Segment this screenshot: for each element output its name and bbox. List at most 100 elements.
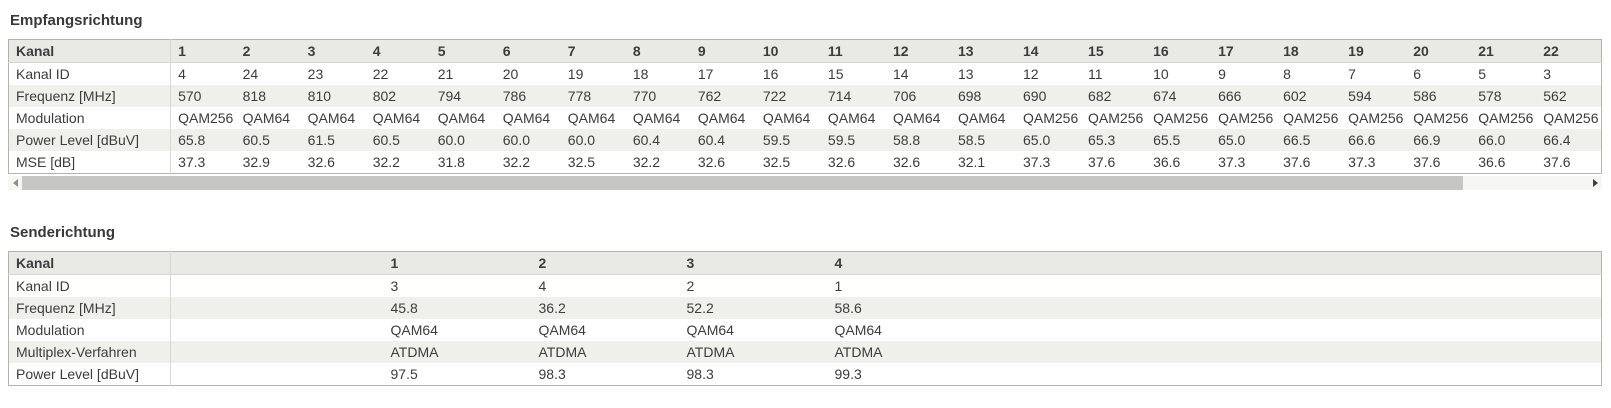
column-header: 22: [1536, 39, 1602, 63]
table-row: Power Level [dBuV] 97.5 98.3 98.3 99.3: [8, 363, 1602, 386]
scroll-track[interactable]: [22, 176, 1588, 190]
cell: QAM64: [300, 107, 366, 129]
cell: 66.9: [1406, 129, 1472, 151]
cell: 562: [1536, 85, 1602, 107]
cell: QAM64: [531, 319, 680, 341]
cell: 36.2: [531, 297, 680, 319]
cell: QAM64: [690, 107, 756, 129]
cell: QAM64: [755, 107, 821, 129]
column-header: 14: [1016, 39, 1082, 63]
cell: 97.5: [383, 363, 532, 386]
row-label: Modulation: [8, 319, 171, 341]
empfangsrichtung-table: Kanal 1 2 3 4 5 6 7 8 9 10 11 12 13 14 15 16 17 18 19 20 21 22…: [8, 39, 1602, 174]
row-label: MSE [dB]: [8, 151, 172, 174]
cell: QAM256: [1471, 107, 1537, 129]
filler-cell: [975, 319, 1602, 341]
row-label: Power Level [dBuV]: [8, 363, 171, 386]
empfangsrichtung-section: Empfangsrichtung Kanal 1 2 3 4 5 6 7 8 9 10 11 12 13 1…: [8, 12, 1602, 190]
cell: 8: [1276, 62, 1342, 85]
cell: 98.3: [531, 363, 680, 386]
filler-cell: [975, 363, 1602, 386]
cell: 60.5: [365, 129, 431, 151]
cell: 794: [430, 85, 496, 107]
cell: 37.6: [1406, 151, 1472, 174]
section-title: Senderichtung: [10, 224, 116, 241]
cell: QAM64: [430, 107, 496, 129]
table-row: Multiplex-Verfahren ATDMA ATDMA ATDMA ATDMA: [8, 341, 1602, 363]
cell: 24: [235, 62, 301, 85]
cell: 722: [755, 85, 821, 107]
table-row: Kanal 1 2 3 4 5 6 7 8 9 10 11 12 13 14 15 16 17 18 19 20 21 22: [8, 39, 1602, 63]
cell: 690: [1016, 85, 1082, 107]
cell: 65.0: [1016, 129, 1082, 151]
column-header: 7: [560, 39, 626, 63]
cell: 31.8: [430, 151, 496, 174]
cell: 60.0: [495, 129, 561, 151]
cell: 32.2: [495, 151, 561, 174]
cell: QAM64: [560, 107, 626, 129]
cell: 12: [1016, 62, 1082, 85]
column-header: 15: [1081, 39, 1147, 63]
column-header: 2: [531, 251, 680, 275]
cell: 698: [950, 85, 1016, 107]
table-row: Kanal ID 4 24 23 22 21 20 19 18 17 16 15 14 13 12 11 10 9…: [8, 62, 1602, 85]
h-scrollbar[interactable]: [8, 176, 1602, 190]
column-header: 16: [1146, 39, 1212, 63]
cell: QAM64: [679, 319, 828, 341]
row-label: Kanal ID: [8, 274, 171, 297]
cell: 578: [1471, 85, 1537, 107]
cell: 14: [885, 62, 951, 85]
scroll-right-arrow-icon[interactable]: [1588, 176, 1602, 190]
cell: QAM256: [1146, 107, 1212, 129]
cell: 2: [679, 274, 828, 297]
cell: 4: [531, 274, 680, 297]
cell: 32.6: [690, 151, 756, 174]
cell: 786: [495, 85, 561, 107]
cell: 32.9: [235, 151, 301, 174]
cell: 32.2: [625, 151, 691, 174]
filler-cell: [975, 251, 1602, 275]
cell: QAM256: [1211, 107, 1277, 129]
cell: 65.3: [1081, 129, 1147, 151]
cell: 762: [690, 85, 756, 107]
cell: 59.5: [820, 129, 886, 151]
cell: 9: [1211, 62, 1277, 85]
column-header: 11: [820, 39, 886, 63]
cell: 65.8: [170, 129, 236, 151]
filler-cell: [975, 274, 1602, 297]
cell: 60.0: [430, 129, 496, 151]
cell: 570: [170, 85, 236, 107]
column-header: 20: [1406, 39, 1472, 63]
cell: ATDMA: [531, 341, 680, 363]
cell: QAM64: [625, 107, 691, 129]
cell: 58.6: [827, 297, 976, 319]
cell: QAM256: [1276, 107, 1342, 129]
cell: QAM64: [885, 107, 951, 129]
cell: 594: [1341, 85, 1407, 107]
cell: QAM64: [365, 107, 431, 129]
cell: 66.0: [1471, 129, 1537, 151]
column-header: 17: [1211, 39, 1277, 63]
cell: 66.4: [1536, 129, 1602, 151]
cell: 3: [383, 274, 532, 297]
cell: QAM64: [827, 319, 976, 341]
row-label: Multiplex-Verfahren: [8, 341, 171, 363]
cell: 32.6: [885, 151, 951, 174]
cell: QAM64: [383, 319, 532, 341]
senderichtung-section: Senderichtung Kanal 1 2 3 4 Kanal ID 3 4 2 1 Frequ…: [8, 224, 1602, 386]
column-header: 1: [170, 39, 236, 63]
scroll-left-arrow-icon[interactable]: [8, 176, 22, 190]
column-header: 3: [300, 39, 366, 63]
cell: 59.5: [755, 129, 821, 151]
cell: 65.0: [1211, 129, 1277, 151]
scroll-thumb[interactable]: [22, 176, 1463, 190]
column-header: 3: [679, 251, 828, 275]
cell: 98.3: [679, 363, 828, 386]
spacer-cell: [170, 274, 384, 297]
cell: QAM256: [1081, 107, 1147, 129]
cell: 37.3: [1016, 151, 1082, 174]
cell: QAM256: [1536, 107, 1602, 129]
cell: 32.2: [365, 151, 431, 174]
cell: 17: [690, 62, 756, 85]
